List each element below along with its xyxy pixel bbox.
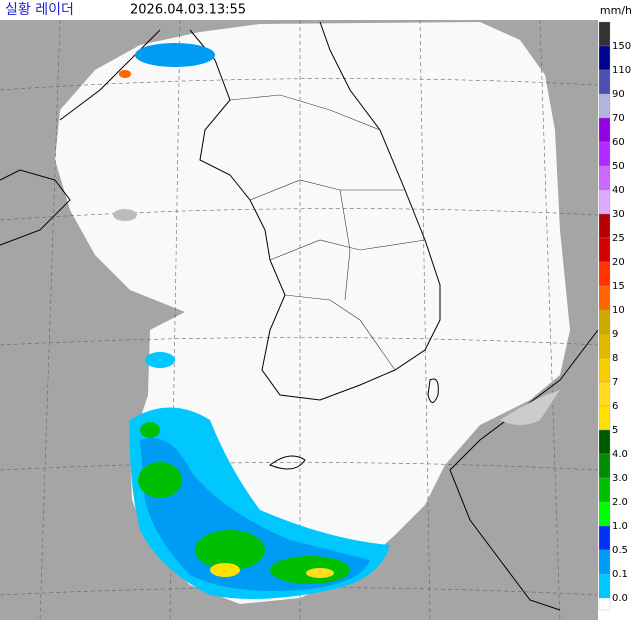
legend-label: 150 [612, 41, 631, 52]
legend-label: 25 [612, 233, 625, 244]
legend-label: 110 [612, 65, 631, 76]
legend-swatch [598, 21, 611, 47]
legend-label: 1.0 [612, 521, 628, 532]
legend-swatch [598, 213, 611, 239]
legend-swatch [598, 477, 611, 503]
legend-swatch [598, 573, 611, 599]
legend-label: 40 [612, 185, 625, 196]
legend-label: 4.0 [612, 449, 628, 460]
legend-swatch [598, 525, 611, 551]
legend-label: 60 [612, 137, 625, 148]
legend-label: 10 [612, 305, 625, 316]
rain-echoes [113, 43, 560, 599]
legend-label: 15 [612, 281, 625, 292]
legend-swatch [598, 429, 611, 455]
legend-swatch [598, 237, 611, 263]
legend-label: 90 [612, 89, 625, 100]
legend-label: 8 [612, 353, 618, 364]
legend-swatch [598, 141, 611, 167]
legend-swatch [598, 453, 611, 479]
legend-label: 0.1 [612, 569, 628, 580]
legend-swatch [598, 45, 611, 71]
title: 실황 레이더 [5, 2, 74, 18]
legend-label: 7 [612, 377, 618, 388]
legend-swatch [598, 597, 611, 611]
unit: mm/h [600, 4, 632, 17]
legend-label: 70 [612, 113, 625, 124]
legend-swatch [598, 381, 611, 407]
legend-swatch [598, 357, 611, 383]
legend-swatch [598, 189, 611, 215]
legend-swatch [598, 117, 611, 143]
province-borders [229, 94, 426, 371]
legend-swatch [598, 549, 611, 575]
legend-label: 5 [612, 425, 618, 436]
legend-label: 6 [612, 401, 618, 412]
legend-swatch [598, 261, 611, 287]
legend-label: 50 [612, 161, 625, 172]
legend-swatch [598, 309, 611, 335]
legend-swatch [598, 285, 611, 311]
legend-swatch [598, 405, 611, 431]
legend-label: 9 [612, 329, 618, 340]
legend-label: 2.0 [612, 497, 628, 508]
legend-label: 20 [612, 257, 625, 268]
legend-label: 0.5 [612, 545, 628, 556]
legend-swatch [598, 501, 611, 527]
timestamp: 2026.04.03.13:55 [130, 3, 246, 18]
map [0, 19, 599, 620]
legend-label: 0.0 [612, 593, 628, 604]
legend-swatch [598, 69, 611, 95]
legend-label: 3.0 [612, 473, 628, 484]
legend-label: 30 [612, 209, 625, 220]
legend-swatch [598, 333, 611, 359]
legend: 150 110 90 70 60 50 40 30 25 20 15 10 9 8 7 6 5 4.0 3.0 2.0… [598, 21, 631, 611]
legend-swatch [598, 165, 611, 191]
legend-swatch [598, 93, 611, 119]
